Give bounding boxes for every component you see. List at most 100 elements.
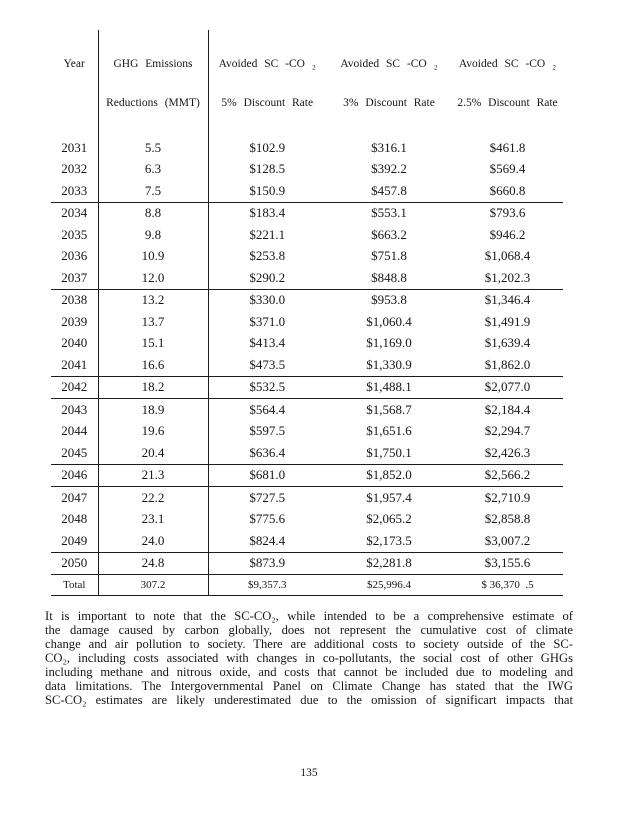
ghg-cell: 24.8	[98, 551, 209, 575]
col-header-line1: Avoided SC -CO ₂	[458, 58, 557, 70]
paragraph-line: SC-CO₂ estimates are likely underestimat…	[45, 693, 573, 707]
avoided-5pct-cell: $330.0	[208, 288, 326, 311]
avoided-3pct-cell: $1,750.1	[366, 444, 412, 460]
year-cell: 2042	[51, 375, 99, 399]
avoided-3pct-cell: $457.8	[371, 182, 407, 198]
table-header-row: Year GHG Emissions Reductions (MMT) Avoi…	[51, 30, 563, 137]
col-header-avoided-3pct: Avoided SC -CO ₂ 3% Discount Rate	[326, 30, 452, 137]
table-row: 2036 10.9 $253.8 $751.8 $1,068.4	[51, 245, 563, 267]
year-cell: 2034	[51, 201, 99, 224]
table-row: 2033 7.5 $150.9 $457.8 $660.8	[51, 180, 563, 202]
avoided-5pct-cell: $128.5	[249, 161, 286, 177]
page-number: 135	[300, 767, 318, 779]
avoided-3pct-cell: $553.1	[326, 201, 452, 224]
avoided-3pct-cell: $2,173.5	[366, 532, 412, 548]
avoided-3pct-cell: $751.8	[371, 248, 407, 264]
ghg-cell: 23.1	[98, 508, 209, 530]
year-cell: 2044	[51, 420, 99, 442]
avoided-3pct-cell: $1,330.9	[366, 356, 412, 372]
avoided-3pct-cell: $1,568.7	[326, 398, 452, 421]
col-header-avoided-5pct: Avoided SC -CO ₂ 5% Discount Rate	[208, 30, 326, 137]
avoided-5pct-cell: $532.5	[208, 375, 326, 399]
ghg-cell: 20.4	[98, 442, 209, 464]
avoided-3pct-cell: $1,852.0	[326, 463, 452, 487]
ghg-cell: 9.8	[98, 224, 209, 246]
avoided-3pct-cell: $848.8	[371, 269, 407, 285]
year-cell: 2035	[51, 224, 99, 246]
avoided-5pct-cell: $473.5	[249, 356, 286, 372]
ghg-cell: 7.5	[98, 180, 209, 202]
table-row: 2050 24.8 $873.9 $2,281.8 $3,155.6	[51, 551, 563, 575]
avoided-2-5pct-cell: $660.8	[489, 182, 526, 198]
table-row: 2043 18.9 $564.4 $1,568.7 $2,184.4	[51, 398, 563, 421]
table-row: 2044 19.6 $597.5 $1,651.6 $2,294.7	[51, 420, 563, 442]
table-row: 2042 18.2 $532.5 $1,488.1 $2,077.0	[51, 375, 563, 399]
year-cell: 2041	[51, 354, 99, 376]
avoided-5pct-cell: $597.5	[249, 423, 286, 439]
col-header-line2: 5% Discount Rate	[221, 97, 314, 109]
table-row: 2032 6.3 $128.5 $392.2 $569.4	[51, 158, 563, 180]
avoided-3pct-cell: $1,169.0	[366, 335, 412, 351]
col-header-line1: Year	[63, 58, 85, 70]
col-header-line2: 2.5% Discount Rate	[457, 97, 558, 109]
ghg-cell: 19.6	[98, 420, 209, 442]
avoided-3pct-cell: $663.2	[371, 226, 407, 242]
ghg-cell: 18.9	[98, 398, 209, 421]
avoided-2-5pct-cell: $3,155.6	[452, 551, 563, 575]
col-header-line2: 3% Discount Rate	[343, 97, 435, 109]
year-cell: 2036	[51, 245, 99, 267]
table-row: 2041 16.6 $473.5 $1,330.9 $1,862.0	[51, 354, 563, 376]
paragraph-line: including methane and nitrous oxide, and…	[45, 665, 573, 679]
avoided-3pct-cell: $1,651.6	[366, 423, 412, 439]
ghg-cell: 16.6	[98, 354, 209, 376]
avoided-3pct-cell: $1,060.4	[366, 313, 412, 329]
avoided-3pct-cell: $392.2	[371, 161, 407, 177]
avoided-2-5pct-cell: $1,068.4	[484, 248, 531, 264]
col-header-line1: GHG Emissions	[113, 58, 193, 70]
avoided-5pct-cell: $371.0	[249, 313, 286, 329]
table-total-row: Total 307.2 $9,357.3 $25,996.4 $ 36,370 …	[51, 574, 563, 596]
ghg-cell: 5.5	[98, 137, 209, 159]
table-row: 2035 9.8 $221.1 $663.2 $946.2	[51, 224, 563, 246]
col-header-year: Year	[51, 30, 99, 137]
avoided-2-5pct-cell: $569.4	[489, 161, 526, 177]
ghg-emissions-table: Year GHG Emissions Reductions (MMT) Avoi…	[51, 30, 563, 596]
ghg-cell: 18.2	[98, 375, 209, 399]
avoided-5pct-cell: $681.0	[208, 463, 326, 487]
ghg-cell: 6.3	[98, 158, 209, 180]
year-cell: 2045	[51, 442, 99, 464]
avoided-2-5pct-cell: $2,426.3	[484, 444, 531, 460]
avoided-5pct-cell: $775.6	[249, 511, 286, 527]
avoided-3pct-cell: $2,281.8	[326, 551, 452, 575]
avoided-2-5pct-cell: $946.2	[489, 226, 526, 242]
avoided-2-5pct-cell: $1,862.0	[484, 356, 531, 372]
table-row: 2031 5.5 $102.9 $316.1 $461.8	[51, 137, 563, 159]
table-row: 2039 13.7 $371.0 $1,060.4 $1,491.9	[51, 311, 563, 333]
avoided-2-5pct-cell: $793.6	[452, 201, 563, 224]
avoided-5pct-cell: $290.2	[249, 269, 286, 285]
avoided-3pct-cell: $2,065.2	[366, 511, 412, 527]
body-paragraph: It is important to note that the SC-CO₂,…	[45, 609, 573, 707]
col-header-line1: Avoided SC -CO ₂	[218, 58, 316, 70]
total-3pct-cell: $25,996.4	[326, 574, 452, 596]
table-row: 2047 22.2 $727.5 $1,957.4 $2,710.9	[51, 486, 563, 509]
year-cell: 2046	[51, 463, 99, 487]
col-header-line2: Reductions (MMT)	[106, 97, 200, 109]
ghg-cell: 8.8	[98, 201, 209, 224]
ghg-cell: 10.9	[98, 245, 209, 267]
avoided-5pct-cell: $221.1	[249, 226, 286, 242]
paragraph-line: It is important to note that the SC-CO₂,…	[45, 609, 573, 623]
total-5pct-cell: $9,357.3	[208, 574, 326, 596]
ghg-cell: 15.1	[98, 332, 209, 354]
avoided-5pct-cell: $183.4	[208, 201, 326, 224]
paragraph-line: change and air pollution to society. The…	[45, 637, 573, 651]
avoided-5pct-cell: $564.4	[208, 398, 326, 421]
col-header-line1: Avoided SC -CO ₂	[340, 58, 438, 70]
table-row: 2037 12.0 $290.2 $848.8 $1,202.3	[51, 267, 563, 289]
table-row: 2048 23.1 $775.6 $2,065.2 $2,858.8	[51, 508, 563, 530]
year-cell: 2037	[51, 267, 99, 289]
ghg-cell: 24.0	[98, 530, 209, 552]
avoided-2-5pct-cell: $2,184.4	[452, 398, 563, 421]
table-row: 2038 13.2 $330.0 $953.8 $1,346.4	[51, 288, 563, 311]
table-body: 2031 5.5 $102.9 $316.1 $461.8 2032 6.3 $…	[51, 137, 563, 575]
